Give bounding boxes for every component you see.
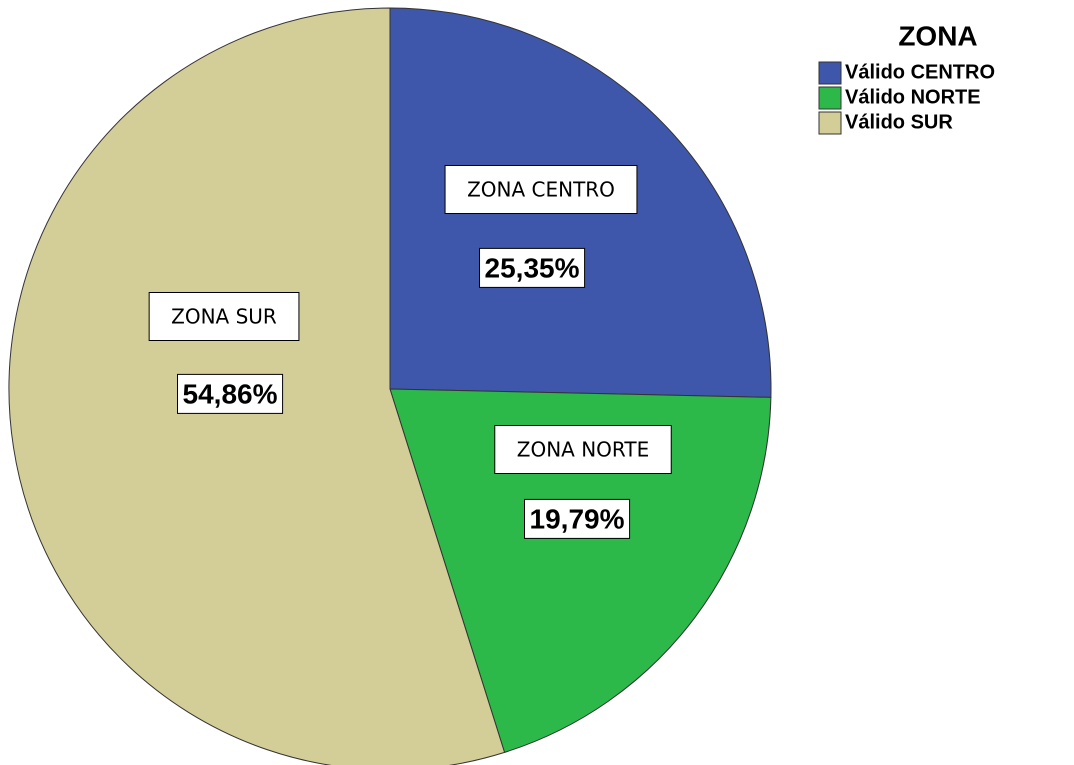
slice-annotation-box [444, 165, 638, 214]
pie-slice [389, 388, 772, 754]
legend-title: ZONA [898, 20, 977, 51]
value-label: 25,35% [485, 252, 580, 283]
legend-swatch [818, 61, 842, 85]
value-label: 54,86% [183, 378, 278, 409]
legend-entry: Válido CENTRO [845, 61, 995, 83]
value-label-box [177, 373, 284, 414]
legend-entry: Válido NORTE [845, 86, 981, 108]
legend-swatch [818, 86, 842, 110]
legend-swatch [818, 111, 842, 135]
slice-annotation-box [494, 425, 672, 474]
legend-entry: Válido SUR [845, 111, 953, 133]
slice-annotation: ZONA CENTRO [467, 178, 615, 202]
slice-annotation: ZONA SUR [171, 305, 277, 329]
value-label-box [524, 498, 631, 539]
slice-annotation: ZONA NORTE [517, 438, 649, 462]
value-label: 19,79% [530, 503, 625, 534]
slice-annotation-box [148, 292, 300, 341]
value-label-box [479, 247, 586, 288]
